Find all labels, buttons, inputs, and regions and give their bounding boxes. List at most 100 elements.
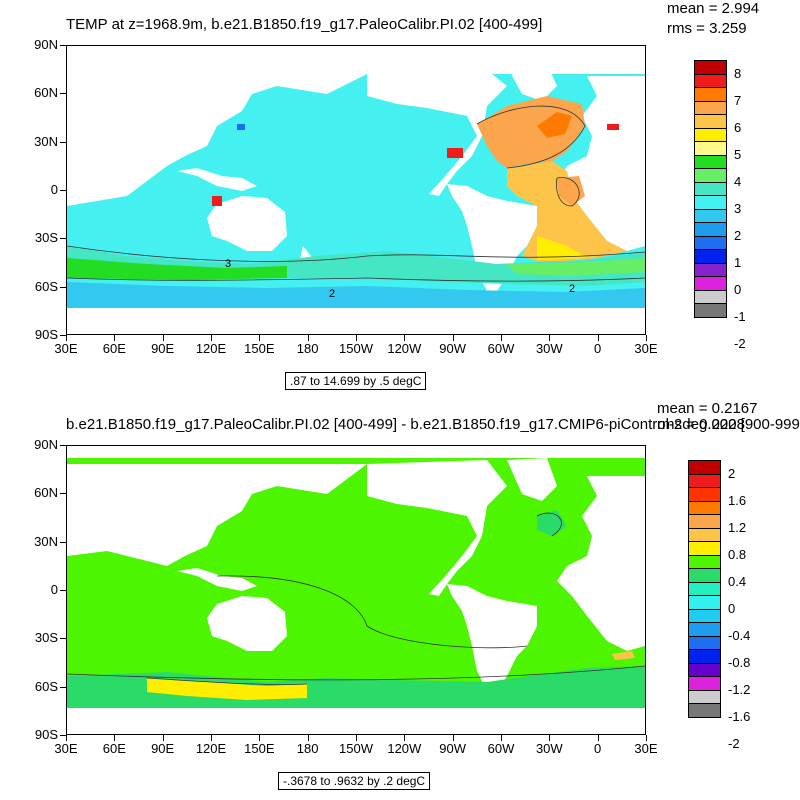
colorbar-swatch	[688, 527, 721, 542]
colorbar-swatch	[694, 181, 727, 196]
lat-tick	[60, 286, 66, 288]
contour-label-2b: 2	[569, 283, 575, 295]
lon-label: 180	[296, 741, 319, 756]
lon-tick	[452, 735, 454, 741]
lon-label: 150E	[244, 341, 275, 356]
top-contour-info: .87 to 14.699 by .5 degC	[285, 372, 427, 390]
lon-label: 30W	[535, 741, 563, 756]
lat-label: 90S	[34, 327, 58, 342]
colorbar-swatch	[688, 703, 721, 718]
bottom-map-title: b.e21.B1850.f19_g17.PaleoCalibr.PI.02 [4…	[66, 416, 800, 433]
top-mean-label: mean = 2.994	[667, 0, 760, 17]
bottom-map-plot	[66, 445, 646, 735]
lat-label: 60N	[34, 485, 58, 501]
lon-tick	[404, 735, 406, 741]
lat-label: 60N	[34, 85, 58, 101]
lon-tick	[646, 735, 647, 741]
lon-label: 30E	[634, 741, 658, 756]
colorbar-swatch	[688, 541, 721, 556]
bottom-colorbar: 2 1.6 1.2 0.8 0.4 0 -0.4 -0.8 -1.2 -1.6 -2	[688, 460, 798, 751]
lon-label: 60W	[487, 341, 515, 356]
lon-label: 0	[594, 741, 602, 756]
lon-tick	[307, 335, 309, 341]
contour-label-2a: 2	[329, 288, 335, 300]
lat-label: 90N	[34, 437, 58, 452]
colorbar-label: 1.2	[728, 519, 747, 535]
lon-label: 30E	[54, 741, 78, 756]
lat-tick	[60, 638, 66, 640]
lon-tick	[259, 335, 261, 341]
lat-label: 30N	[34, 533, 58, 549]
lon-tick	[162, 335, 164, 341]
lat-label: 90N	[34, 37, 58, 52]
lat-tick	[60, 493, 66, 495]
colorbar-label: 0	[734, 281, 742, 297]
top-map-panel: TEMP at z=1968.9m, b.e21.B1850.f19_g17.P…	[34, 0, 794, 390]
colorbar-swatch	[694, 141, 727, 156]
colorbar-swatch	[688, 676, 721, 691]
lat-tick	[60, 93, 66, 95]
colorbar-swatch	[694, 222, 727, 237]
colorbar-label: 1	[734, 254, 742, 270]
colorbar-label: 8	[734, 65, 742, 81]
contour-label-3: 3	[225, 258, 231, 270]
lon-label: 120W	[387, 341, 422, 356]
lon-label: 150W	[339, 741, 373, 756]
colorbar-label: 3	[734, 200, 742, 216]
lat-label: 30S	[34, 230, 58, 246]
colorbar-swatch	[694, 100, 727, 115]
top-rms-label: rms = 3.259	[667, 20, 747, 37]
lon-label: 90E	[151, 741, 175, 756]
colorbar-swatch	[694, 235, 727, 250]
africa-europe	[557, 76, 645, 251]
top-map-title: TEMP at z=1968.9m, b.e21.B1850.f19_g17.P…	[66, 16, 543, 33]
colorbar-swatch	[688, 608, 721, 623]
colorbar-swatch	[694, 87, 727, 102]
colorbar-swatch	[694, 168, 727, 183]
antarctica	[67, 708, 645, 734]
colorbar-swatch	[688, 554, 721, 569]
lon-label: 120W	[387, 741, 422, 756]
colorbar-label: 2	[728, 465, 736, 481]
colorbar-label: 0.4	[728, 573, 747, 589]
lon-tick	[211, 735, 212, 741]
antarctica	[67, 308, 645, 334]
colorbar-label: -2	[728, 735, 740, 751]
colorbar-swatch	[694, 195, 727, 210]
lon-tick	[114, 735, 116, 741]
top-map-field: 3 2 2	[67, 46, 645, 334]
lon-tick	[259, 735, 261, 741]
colorbar-label: -1.6	[728, 708, 751, 724]
colorbar-swatch	[694, 289, 727, 304]
bottom-mean-label: mean = 0.2167	[657, 400, 758, 417]
colorbar-label: 4	[734, 173, 742, 189]
lon-tick	[597, 735, 599, 741]
lat-tick	[60, 686, 66, 688]
lon-tick	[307, 735, 309, 741]
lon-tick	[356, 735, 357, 741]
lon-label: 180	[296, 341, 319, 356]
lon-tick	[452, 335, 454, 341]
lon-label: 60E	[102, 741, 126, 756]
colorbar-label: -0.8	[728, 654, 751, 670]
colorbar-label: -1.2	[728, 681, 751, 697]
colorbar-label: 5	[734, 146, 742, 162]
warm-anomaly	[147, 678, 307, 700]
lon-tick	[549, 335, 551, 341]
lon-tick	[114, 335, 116, 341]
colorbar-swatch	[688, 622, 721, 637]
colorbar-label: 1.6	[728, 492, 747, 508]
lon-tick	[501, 735, 502, 741]
top-map-plot: 3 2 2	[66, 45, 646, 335]
lat-tick	[60, 238, 66, 240]
colorbar-swatch	[694, 249, 727, 264]
lon-label: 90W	[439, 341, 467, 356]
australia	[207, 196, 287, 251]
lat-label: 0	[50, 182, 58, 197]
colorbar-swatch	[694, 60, 727, 75]
colorbar-swatch	[688, 635, 721, 650]
lon-label: 0	[594, 341, 602, 356]
lon-tick	[66, 335, 67, 341]
top-colorbar: 8 7 6 5 4 3 2 1 0 -1 -2	[694, 60, 794, 351]
colorbar-swatch	[688, 487, 721, 502]
